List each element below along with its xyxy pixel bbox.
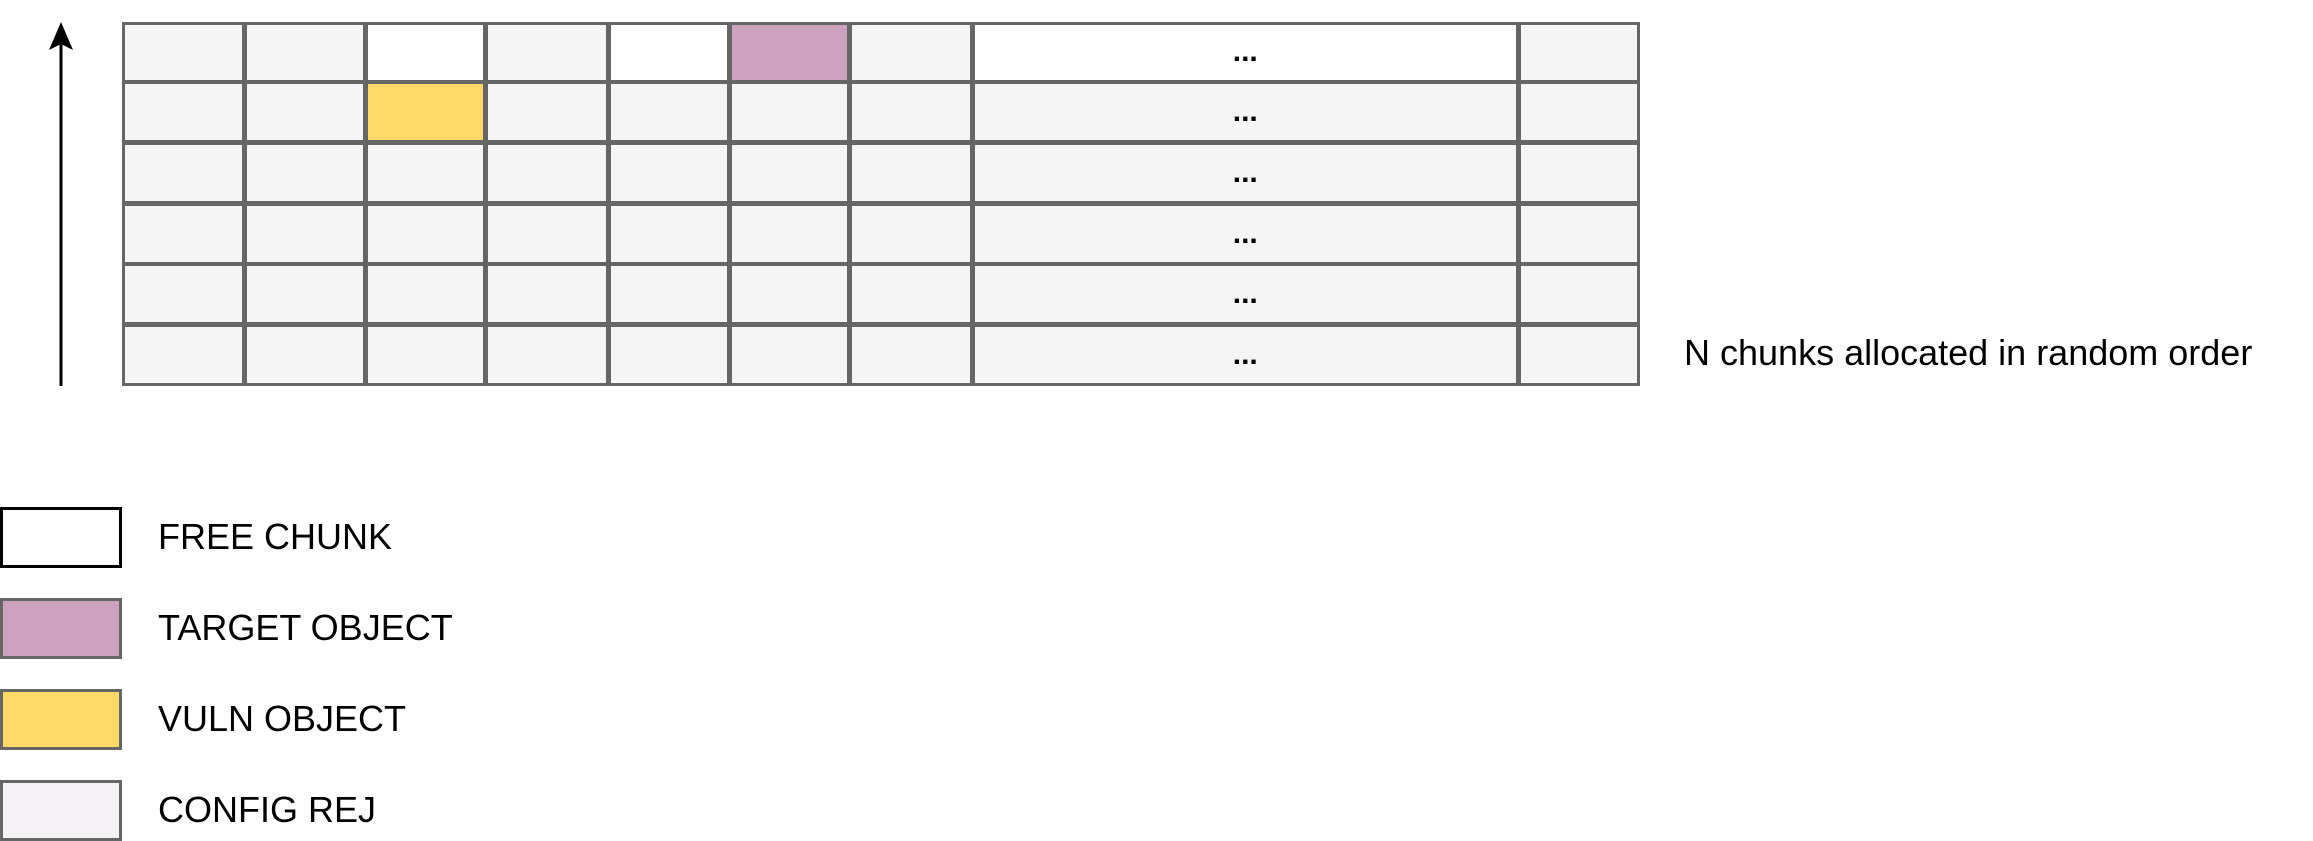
chunk-cell-config-rej (243, 323, 366, 386)
legend-label-free-chunk: FREE CHUNK (158, 516, 393, 557)
chunk-cell-config-rej (1517, 22, 1640, 83)
chunk-cell-config-rej (484, 22, 609, 83)
chunk-cell-ellipsis: ... (971, 141, 1519, 204)
legend-swatch-free-chunk (0, 507, 122, 568)
upward-arrow-icon (49, 22, 73, 386)
chunk-cell-config-rej (484, 141, 609, 204)
chunk-cell-config-rej (243, 81, 366, 144)
chunk-cell-config-rej (364, 263, 486, 326)
legend-swatch-target-object (0, 598, 122, 659)
chunk-cell-config-rej (1517, 81, 1640, 144)
chunk-cell-config-rej (243, 263, 366, 326)
legend-swatch-vuln-object (0, 689, 122, 750)
chunk-cell-config-rej (848, 323, 973, 386)
chunk-cell-config-rej (1517, 263, 1640, 326)
chunk-cell-config-rej (122, 141, 245, 204)
legend-label-vuln-object: VULN OBJECT (158, 698, 407, 739)
chunk-cell-ellipsis: ... (971, 263, 1519, 326)
chunk-cell-config-rej (848, 22, 973, 83)
chunk-cell-config-rej (484, 81, 609, 144)
chunk-cell-config-rej (364, 141, 486, 204)
chunk-cell-config-rej (728, 202, 850, 265)
legend-swatch-config-rej (0, 780, 122, 841)
chunk-cell-config-rej (122, 81, 245, 144)
chunk-cell-config-rej (122, 22, 245, 83)
chunk-cell-vuln (364, 81, 486, 144)
chunk-cell-config-rej (1517, 202, 1640, 265)
allocation-note: N chunks allocated in random order (1684, 332, 2253, 373)
chunk-cell-config-rej (728, 323, 850, 386)
chunk-cell-config-rej (848, 81, 973, 144)
chunk-cell-config-rej (607, 202, 730, 265)
chunk-cell-config-rej (364, 202, 486, 265)
chunk-cell-config-rej (848, 263, 973, 326)
chunk-cell-ellipsis: ... (971, 323, 1519, 386)
chunk-cell-ellipsis: ... (971, 22, 1519, 83)
chunk-cell-config-rej (122, 202, 245, 265)
chunk-cell-config-rej (607, 141, 730, 204)
chunk-cell-config-rej (243, 22, 366, 83)
legend-label-target-object: TARGET OBJECT (158, 607, 453, 648)
chunk-cell-config-rej (1517, 141, 1640, 204)
chunk-cell-config-rej (484, 202, 609, 265)
chunk-cell-free (607, 22, 730, 83)
chunk-cell-config-rej (607, 323, 730, 386)
chunk-cell-config-rej (607, 263, 730, 326)
chunk-cell-config-rej (484, 263, 609, 326)
chunk-cell-free (364, 22, 486, 83)
chunk-cell-ellipsis: ... (971, 202, 1519, 265)
chunk-cell-config-rej (364, 323, 486, 386)
chunk-cell-config-rej (848, 141, 973, 204)
chunk-cell-config-rej (122, 263, 245, 326)
chunk-cell-config-rej (848, 202, 973, 265)
chunk-cell-target (728, 22, 850, 83)
chunk-cell-config-rej (243, 202, 366, 265)
chunk-cell-config-rej (728, 141, 850, 204)
chunk-cell-ellipsis: ... (971, 81, 1519, 144)
legend-label-config-rej: CONFIG REJ (158, 789, 377, 830)
chunk-cell-config-rej (1517, 323, 1640, 386)
chunk-cell-config-rej (728, 263, 850, 326)
memory-chunk-grid: .................. (122, 22, 1640, 386)
chunk-cell-config-rej (607, 81, 730, 144)
chunk-cell-config-rej (243, 141, 366, 204)
chunk-cell-config-rej (728, 81, 850, 144)
chunk-cell-config-rej (484, 323, 609, 386)
chunk-cell-config-rej (122, 323, 245, 386)
